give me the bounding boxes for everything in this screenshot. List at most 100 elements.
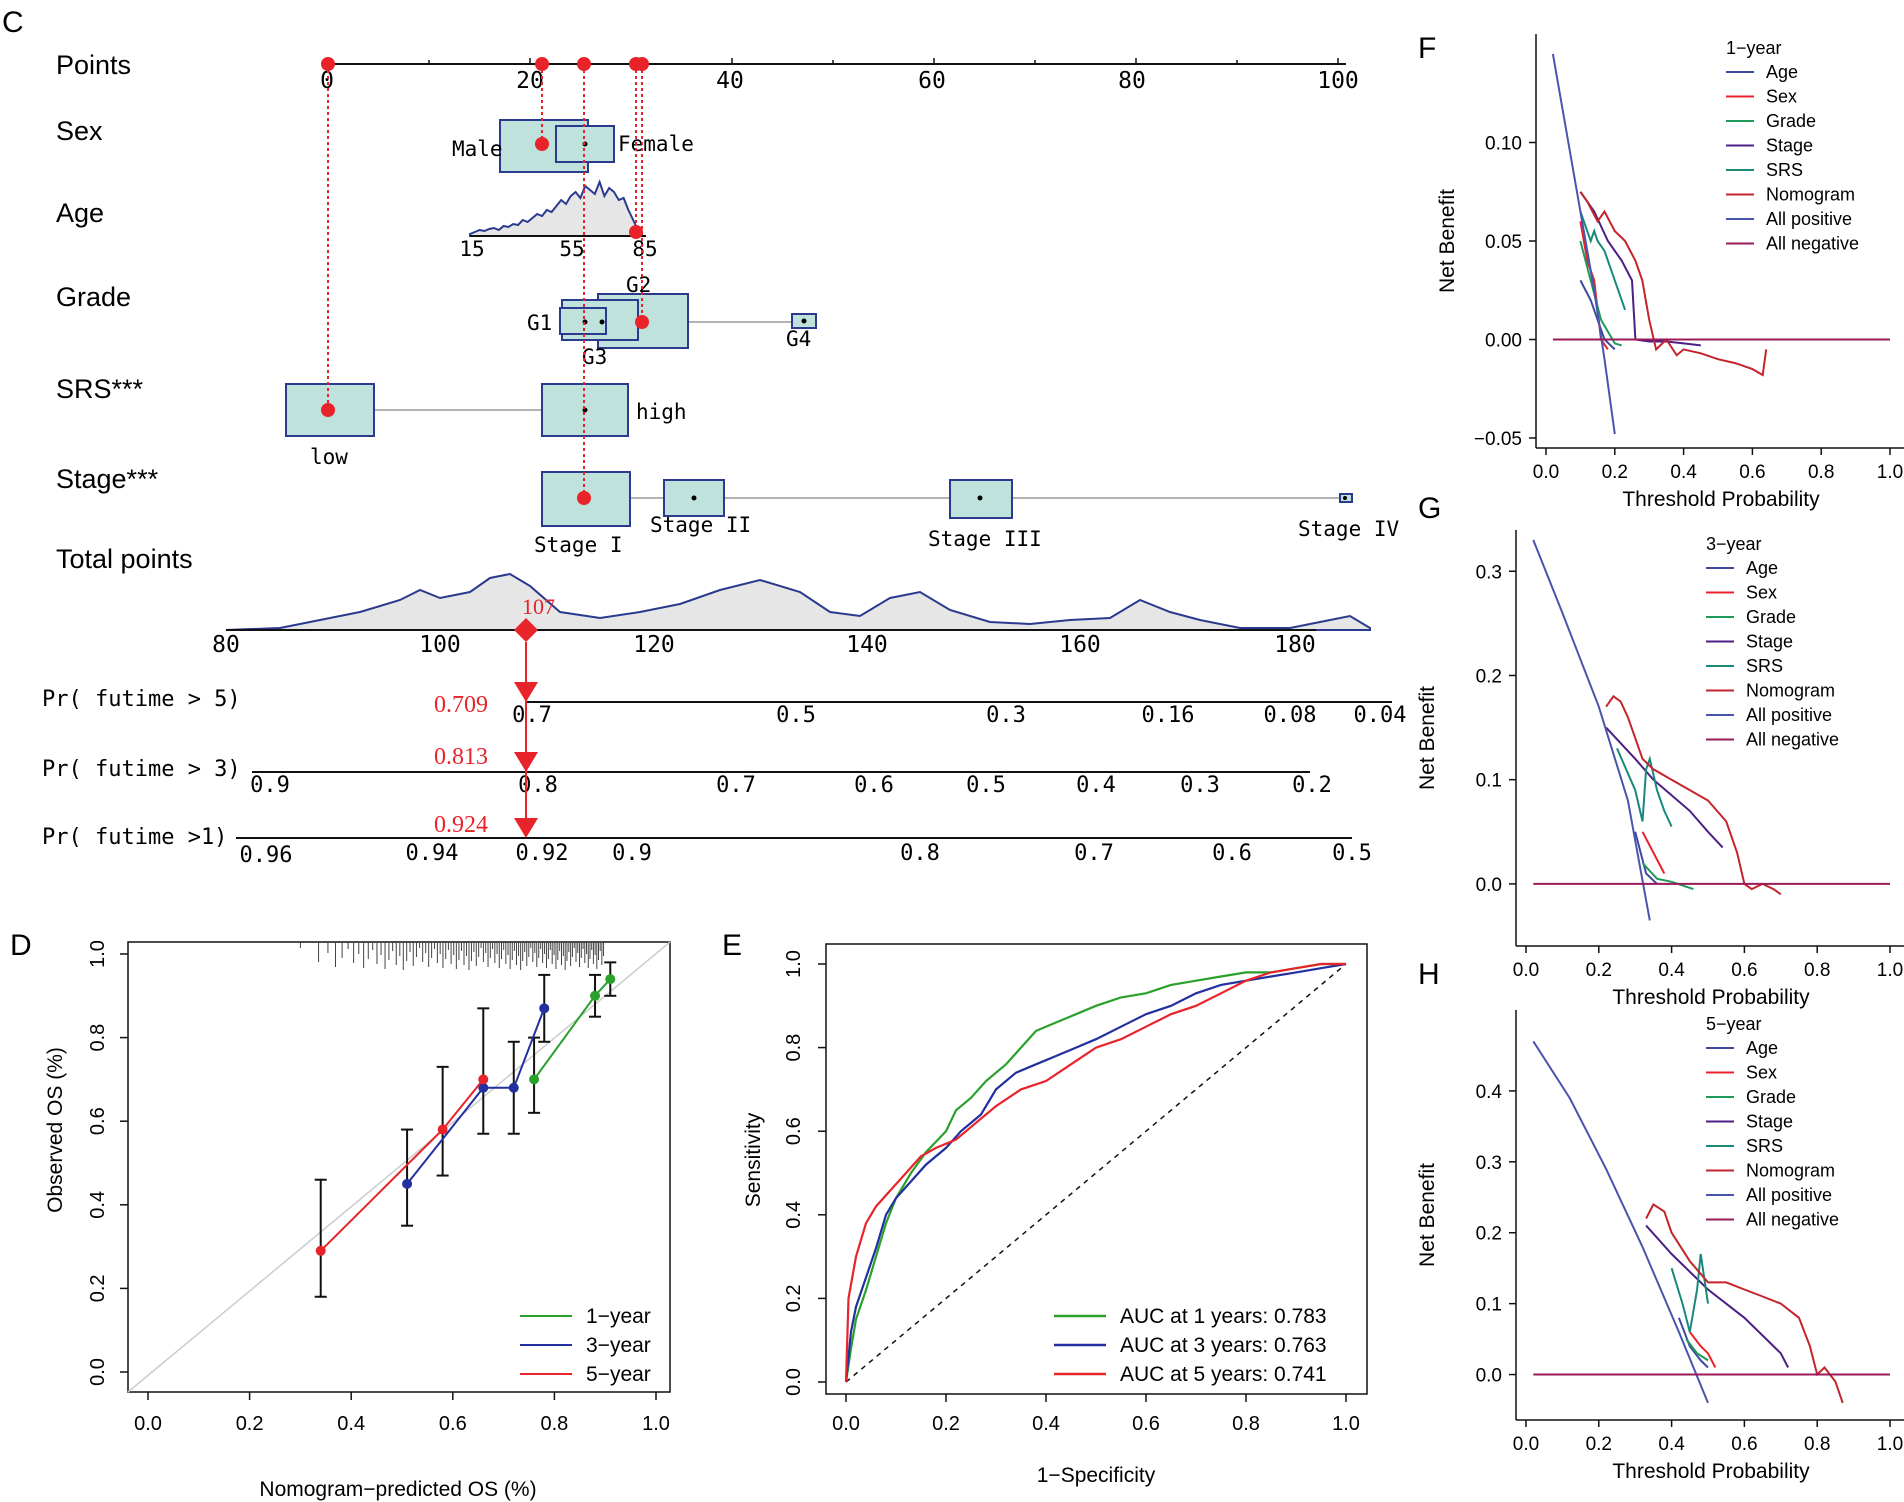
roc-plot-area <box>825 943 1368 1395</box>
x-tick-label: 1.0 <box>642 1413 670 1435</box>
dca-y-tick-label: 0.05 <box>1485 232 1522 253</box>
prob-3yr-label: Pr( futime > 3) <box>42 757 241 782</box>
points-tick-80: 80 <box>1118 68 1146 94</box>
prob-3yr-tick-6: 0.3 <box>1180 773 1220 798</box>
x-tick-label: 0.6 <box>1132 1413 1160 1435</box>
roc-ylabel: Sensitivity <box>742 1112 765 1207</box>
calibration-plot-area <box>127 941 671 1393</box>
x-tick-label: 0.0 <box>832 1413 860 1435</box>
total-points-diamond <box>514 618 538 642</box>
dca-x-tick-label: 0.4 <box>1658 960 1685 981</box>
roc-curve-1 <box>844 962 1347 1383</box>
legend-label-auc5: AUC at 5 years: 0.741 <box>1120 1363 1327 1386</box>
row-label-age: Age <box>56 198 104 228</box>
calibration-point <box>508 1082 519 1093</box>
y-tick-label: 0.2 <box>87 1274 109 1302</box>
total-tick-180: 180 <box>1274 632 1316 658</box>
dca-line-srs <box>1579 211 1627 311</box>
dca-line-sex <box>1579 221 1609 350</box>
dca-line-all-positive <box>1532 539 1651 921</box>
y-tick-label: 0.0 <box>783 1368 805 1396</box>
dca-legend-label: Age <box>1746 1038 1778 1058</box>
grade-g4-label: G4 <box>786 327 811 351</box>
dca-legend-label: All positive <box>1766 209 1852 229</box>
y-tick-label: 0.8 <box>87 1024 109 1052</box>
points-marker-stage <box>577 57 591 71</box>
grade-g4-dot <box>801 318 807 324</box>
dca-legend-label: All negative <box>1746 1210 1839 1230</box>
prob-1yr-tick-0: 0.96 <box>240 843 293 868</box>
dca-line-all-positive <box>1551 53 1616 435</box>
row-label-points: Points <box>56 50 131 80</box>
dca-x-tick-label: 0.4 <box>1658 1434 1685 1455</box>
prob-1yr-tick-2: 0.92 <box>516 841 569 866</box>
prob-5yr-tick-1: 0.5 <box>776 703 816 728</box>
row-label-sex: Sex <box>56 116 103 146</box>
row-label-total-points: Total points <box>56 544 193 574</box>
calibration-ylabel: Observed OS (%) <box>44 1047 67 1213</box>
dca-legend-label: Stage <box>1746 632 1793 652</box>
sex-female-label: Female <box>618 132 694 156</box>
dca-legend-label: Nomogram <box>1766 185 1855 205</box>
dca-panel-5yr: H 0.0 0.2 0.4 0.6 0.8 1.0 0.0 0.1 0.2 0.3 0.4 Thres… <box>1416 958 1904 1483</box>
calibration-axes: 0.0 0.0 0.2 0.2 0.4 0.4 0.6 0.6 0.8 0.8 1.0 1.0 <box>87 940 670 1435</box>
dca-x-tick-label: 0.2 <box>1586 1434 1612 1455</box>
dca-line-nomogram <box>1605 694 1782 896</box>
roc-panel: E 0.0 0.0 0.2 0.2 0.4 0.4 0.6 0.6 0.8 0.8 1.0 1.0 1… <box>722 929 1368 1487</box>
dca-y-tick-label: −0.05 <box>1474 429 1522 450</box>
dca-x-tick-label: 0.6 <box>1731 1434 1757 1455</box>
calibration-rug <box>299 942 605 970</box>
prob-3yr-tick-4: 0.5 <box>966 773 1006 798</box>
dca-legend-label: All positive <box>1746 705 1832 725</box>
y-tick-label: 0.6 <box>87 1107 109 1135</box>
x-tick-label: 0.0 <box>134 1413 162 1435</box>
prob-3yr-arrow <box>514 752 538 772</box>
prob-5yr-tick-5: 0.04 <box>1354 703 1407 728</box>
dca-ylabel: Net Benefit <box>1436 189 1459 293</box>
age-tick-15: 15 <box>459 237 484 261</box>
grade-marker <box>635 315 649 329</box>
y-tick-label: 0.4 <box>783 1201 805 1229</box>
points-marker-srs <box>321 57 335 71</box>
dca-legend-label: Grade <box>1766 111 1816 131</box>
points-marker-sex <box>535 57 549 71</box>
dca-y-tick-label: 0.1 <box>1476 771 1502 792</box>
dca-legend-label: All positive <box>1746 1185 1832 1205</box>
dca-panel-3yr: G 0.0 0.2 0.4 0.6 0.8 1.0 0.0 0.1 0.2 0.3 Threshol… <box>1416 492 1904 1009</box>
dca-legend-label: SRS <box>1746 1136 1783 1156</box>
prob-3yr-tick-3: 0.6 <box>854 773 894 798</box>
dca-legend-label: Grade <box>1746 607 1796 627</box>
row-label-grade: Grade <box>56 282 131 312</box>
srs-low-label: low <box>310 445 348 469</box>
srs-marker <box>321 403 335 417</box>
dca-legend-title: 5−year <box>1706 1014 1762 1034</box>
roc-curve-0 <box>844 962 1346 1383</box>
age-tick-85: 85 <box>632 237 657 261</box>
x-tick-label: 0.8 <box>1232 1413 1260 1435</box>
sex-male-label: Male <box>452 137 503 161</box>
prob-5yr-label: Pr( futime > 5) <box>42 687 241 712</box>
legend-label-1yr: 1−year <box>586 1305 651 1328</box>
dca-x-tick-label: 0.8 <box>1808 462 1834 483</box>
roc-marks <box>844 962 1347 1383</box>
prob-3yr-tick-0: 0.9 <box>250 773 290 798</box>
prob-5yr-tick-4: 0.08 <box>1264 703 1317 728</box>
dca-xlabel: Threshold Probability <box>1612 1460 1810 1483</box>
dca-x-tick-label: 1.0 <box>1877 1434 1903 1455</box>
dca-x-tick-label: 0.8 <box>1804 1434 1830 1455</box>
panel-label-f: F <box>1418 32 1436 65</box>
prob-3yr-tick-7: 0.2 <box>1292 773 1332 798</box>
age-marker <box>629 225 643 239</box>
dca-x-tick-label: 0.0 <box>1513 1434 1539 1455</box>
dca-legend-title: 3−year <box>1706 534 1762 554</box>
dca-panel-1yr: F 0.0 0.2 0.4 0.6 0.8 1.0 −0.05 0.00 0.05 0.10 Thr… <box>1418 32 1904 511</box>
prob-1yr-tick-7: 0.5 <box>1332 841 1372 866</box>
dca-legend-label: Sex <box>1766 87 1797 107</box>
dca-x-tick-label: 0.0 <box>1513 960 1539 981</box>
dca-y-tick-label: 0.2 <box>1476 666 1502 687</box>
panel-label-g: G <box>1418 492 1441 525</box>
prob-3yr-tick-5: 0.4 <box>1076 773 1116 798</box>
dca-y-tick-label: 0.0 <box>1476 1366 1502 1387</box>
dca-x-tick-label: 0.2 <box>1586 960 1612 981</box>
y-tick-label: 0.4 <box>87 1191 109 1219</box>
